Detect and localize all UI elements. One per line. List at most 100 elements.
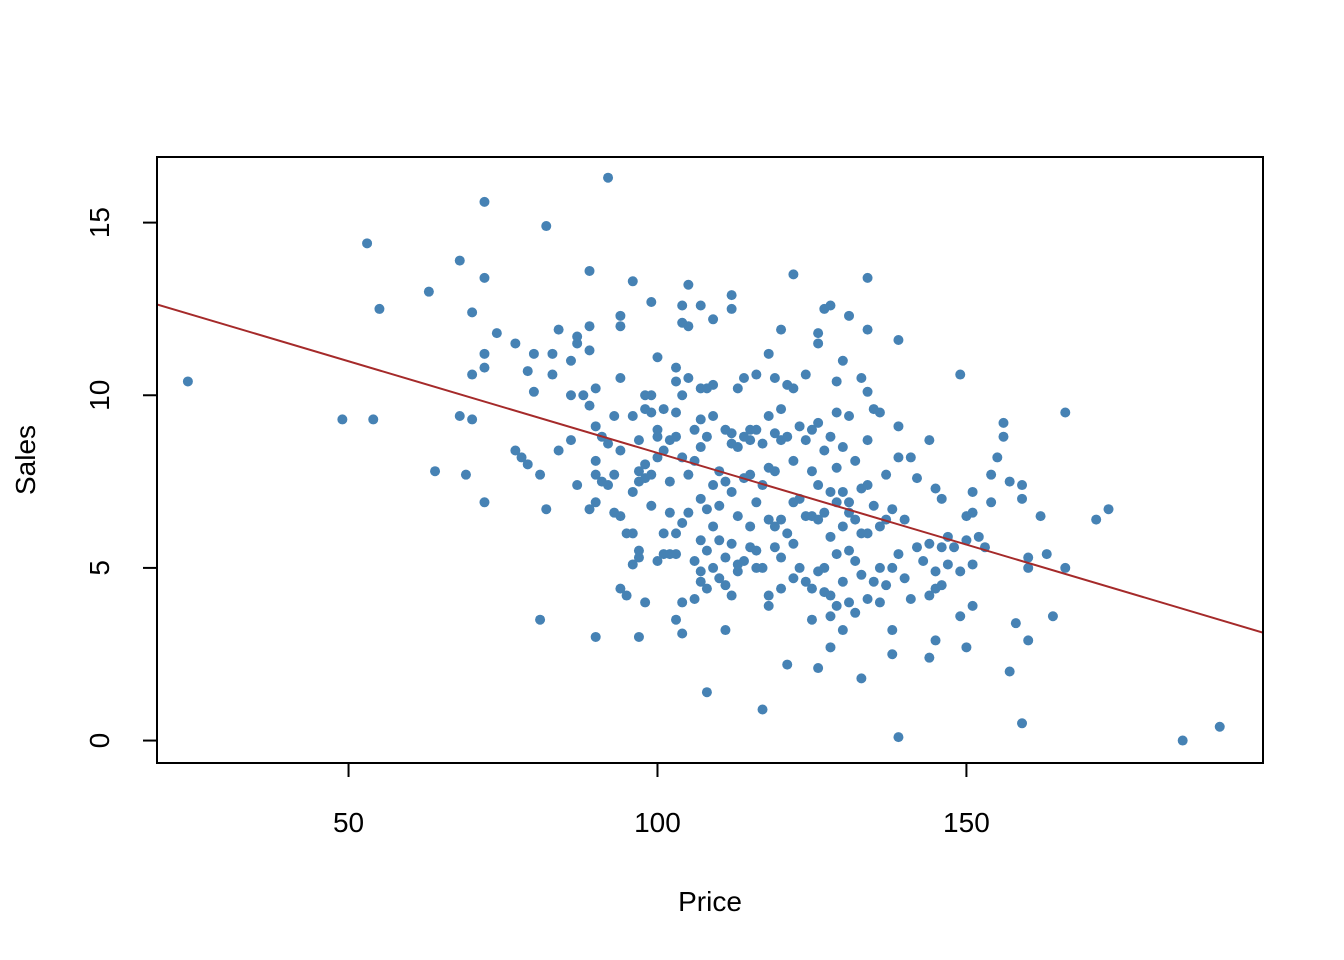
data-point xyxy=(726,538,737,549)
data-point xyxy=(467,307,478,318)
data-point xyxy=(374,303,385,314)
data-point xyxy=(769,372,780,383)
data-point xyxy=(831,462,842,473)
data-point xyxy=(689,593,700,604)
data-point xyxy=(671,407,682,418)
data-point xyxy=(844,410,855,421)
data-point xyxy=(887,649,898,660)
data-point xyxy=(936,542,947,553)
data-point xyxy=(565,390,576,401)
data-point xyxy=(553,445,564,456)
data-point xyxy=(454,255,465,266)
data-point xyxy=(819,507,830,518)
regression-line xyxy=(157,303,1263,634)
data-point xyxy=(837,521,848,532)
data-point xyxy=(776,404,787,415)
data-point xyxy=(633,545,644,556)
data-point xyxy=(788,455,799,466)
data-point xyxy=(763,590,774,601)
data-point xyxy=(683,469,694,480)
data-point xyxy=(701,431,712,442)
y-axis-title: Sales xyxy=(10,425,41,495)
data-point xyxy=(677,597,688,608)
data-point xyxy=(763,600,774,611)
data-point xyxy=(1035,511,1046,522)
data-point xyxy=(930,635,941,646)
data-point xyxy=(423,286,434,297)
data-point xyxy=(862,324,873,335)
data-point xyxy=(584,504,595,515)
data-point xyxy=(745,521,756,532)
data-point xyxy=(454,410,465,421)
data-point xyxy=(837,486,848,497)
data-point xyxy=(1017,718,1028,729)
data-point xyxy=(757,562,768,573)
data-point xyxy=(776,552,787,563)
data-point xyxy=(603,480,614,491)
data-point xyxy=(565,435,576,446)
data-point xyxy=(535,614,546,625)
data-point xyxy=(850,607,861,618)
data-point xyxy=(726,590,737,601)
data-point xyxy=(603,172,614,183)
data-point xyxy=(671,549,682,560)
data-point xyxy=(831,549,842,560)
data-point xyxy=(930,483,941,494)
data-point xyxy=(1060,562,1071,573)
data-point xyxy=(627,276,638,287)
data-point xyxy=(677,518,688,529)
data-point xyxy=(590,497,601,508)
data-point xyxy=(615,321,626,332)
data-point xyxy=(528,386,539,397)
data-point xyxy=(751,369,762,380)
data-point xyxy=(918,556,929,566)
plot-frame xyxy=(156,156,1264,764)
data-point xyxy=(677,300,688,311)
data-point xyxy=(565,355,576,366)
data-point xyxy=(633,435,644,446)
data-point xyxy=(986,469,997,480)
data-point xyxy=(961,642,972,653)
data-point xyxy=(652,452,663,463)
data-point xyxy=(491,328,502,339)
y-tick-label: 0 xyxy=(84,733,115,749)
data-point xyxy=(479,348,490,359)
data-point xyxy=(757,438,768,449)
data-point xyxy=(516,452,527,463)
data-point xyxy=(677,390,688,401)
data-point xyxy=(553,324,564,335)
data-point xyxy=(850,556,861,566)
data-point xyxy=(584,400,595,411)
data-point xyxy=(732,383,743,394)
data-point xyxy=(862,593,873,604)
data-point xyxy=(726,486,737,497)
data-point xyxy=(510,445,521,456)
data-point xyxy=(652,424,663,435)
data-point xyxy=(671,431,682,442)
data-point xyxy=(510,338,521,349)
data-point xyxy=(893,549,904,560)
data-point xyxy=(967,486,978,497)
data-point xyxy=(837,576,848,587)
data-point xyxy=(862,528,873,539)
data-point xyxy=(831,600,842,611)
data-point xyxy=(732,566,743,577)
data-point xyxy=(776,514,787,525)
data-point xyxy=(695,535,706,546)
data-point xyxy=(844,310,855,321)
data-point xyxy=(615,511,626,522)
data-point xyxy=(967,559,978,570)
data-point xyxy=(541,221,552,232)
data-point xyxy=(652,556,663,566)
data-point xyxy=(924,590,935,601)
data-point xyxy=(646,297,657,308)
data-point xyxy=(522,366,533,377)
data-point xyxy=(763,410,774,421)
data-point xyxy=(788,573,799,584)
data-point xyxy=(905,593,916,604)
data-point xyxy=(788,269,799,280)
data-point xyxy=(751,497,762,508)
data-point xyxy=(769,428,780,439)
data-point xyxy=(671,362,682,373)
data-point xyxy=(825,642,836,653)
